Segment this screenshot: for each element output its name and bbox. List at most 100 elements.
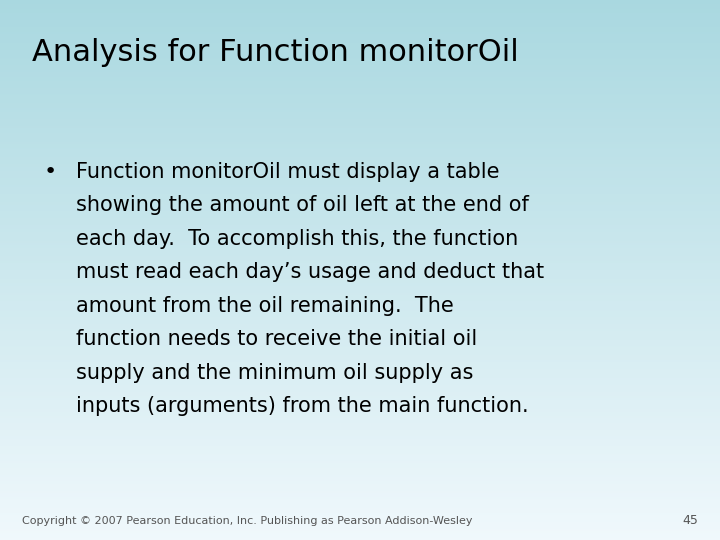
Bar (0, 355, 720, 356)
Bar (0, 439, 720, 441)
Bar (0, 70, 720, 72)
Bar (0, 196, 720, 198)
Bar (0, 382, 720, 383)
Bar (0, 493, 720, 495)
Bar (0, 50, 720, 52)
Bar (0, 410, 720, 412)
Bar (0, 2, 720, 4)
Bar (0, 147, 720, 150)
Bar (0, 209, 720, 211)
Bar (0, 92, 720, 93)
Bar (0, 362, 720, 363)
Bar (0, 220, 720, 221)
Bar (0, 328, 720, 329)
Bar (0, 486, 720, 488)
Bar (0, 45, 720, 47)
Bar (0, 522, 720, 524)
Bar (0, 135, 720, 137)
Bar (0, 194, 720, 196)
Bar (0, 184, 720, 185)
Bar (0, 275, 720, 277)
Bar (0, 248, 720, 250)
Bar (0, 495, 720, 497)
Bar (0, 110, 720, 112)
Bar (0, 69, 720, 70)
Bar (0, 293, 720, 295)
Bar (0, 171, 720, 173)
Bar (0, 421, 720, 423)
Bar (0, 153, 720, 155)
Bar (0, 104, 720, 106)
Bar (0, 185, 720, 187)
Bar (0, 193, 720, 194)
Bar (0, 488, 720, 490)
Bar (0, 517, 720, 518)
Bar (0, 339, 720, 340)
Bar (0, 452, 720, 454)
Bar (0, 157, 720, 158)
Bar (0, 533, 720, 535)
Bar (0, 150, 720, 151)
Bar (0, 189, 720, 191)
Bar (0, 236, 720, 238)
Bar (0, 42, 720, 43)
Bar (0, 174, 720, 177)
Bar (0, 430, 720, 432)
Bar (0, 96, 720, 97)
Bar (0, 178, 720, 180)
Bar (0, 59, 720, 61)
Bar (0, 285, 720, 286)
Bar (0, 29, 720, 31)
Bar (0, 374, 720, 376)
Bar (0, 360, 720, 362)
Bar (0, 31, 720, 32)
Bar (0, 470, 720, 471)
Bar (0, 225, 720, 227)
Bar (0, 77, 720, 79)
Bar (0, 54, 720, 56)
Bar (0, 160, 720, 162)
Bar (0, 187, 720, 189)
Bar (0, 108, 720, 110)
Bar (0, 23, 720, 25)
Bar (0, 466, 720, 468)
Bar (0, 180, 720, 182)
Bar (0, 308, 720, 309)
Bar (0, 58, 720, 59)
Bar (0, 398, 720, 400)
Bar (0, 169, 720, 171)
Bar (0, 83, 720, 85)
Bar (0, 342, 720, 344)
Bar (0, 428, 720, 430)
Bar (0, 115, 720, 117)
Bar (0, 309, 720, 312)
Bar (0, 535, 720, 536)
Bar (0, 27, 720, 29)
Bar (0, 461, 720, 463)
Bar (0, 448, 720, 450)
Bar (0, 268, 720, 270)
Bar (0, 282, 720, 285)
Bar (0, 255, 720, 258)
Bar (0, 20, 720, 22)
Bar (0, 7, 720, 9)
Bar (0, 234, 720, 236)
Bar (0, 61, 720, 63)
Bar (0, 518, 720, 520)
Bar (0, 93, 720, 96)
Bar (0, 277, 720, 279)
Bar (0, 484, 720, 486)
Bar (0, 475, 720, 477)
Bar (0, 329, 720, 331)
Bar (0, 322, 720, 324)
Bar (0, 99, 720, 101)
Bar (0, 313, 720, 315)
Bar (0, 123, 720, 124)
Bar (0, 529, 720, 531)
Bar (0, 319, 720, 320)
Bar (0, 85, 720, 86)
Bar (0, 191, 720, 193)
Bar (0, 286, 720, 288)
Bar (0, 434, 720, 436)
Bar (0, 425, 720, 427)
